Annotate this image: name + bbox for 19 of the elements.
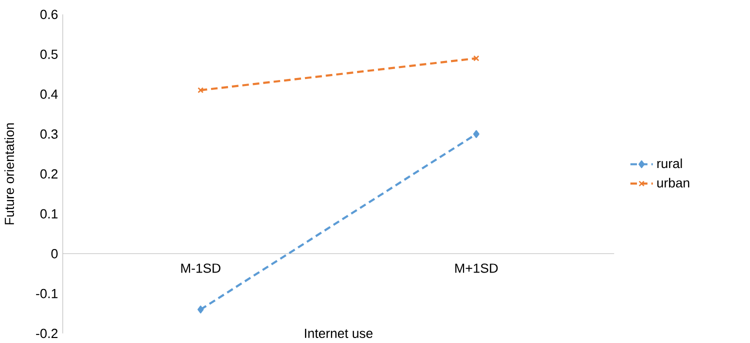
legend-label: urban (657, 178, 690, 188)
point (473, 56, 480, 62)
point (198, 87, 204, 94)
y-tick-label: 0.5 (40, 50, 58, 60)
y-tick-label: 0.2 (40, 169, 58, 179)
y-tick-label: 0.1 (40, 209, 58, 219)
point (197, 306, 204, 314)
x-tick-label: M-1SD (181, 264, 220, 274)
x-axis-title: Internet use (305, 329, 373, 338)
x-tick-label: M+1SD (455, 264, 498, 274)
y-tick-label: -0.2 (36, 328, 58, 338)
y-tick-label: 0.3 (40, 130, 58, 139)
y-axis-title: Future orientation (4, 124, 14, 224)
point (473, 130, 480, 138)
y-tick-label: 0.4 (40, 90, 58, 100)
y-tick-label: -0.1 (36, 289, 58, 298)
legend-label: rural (657, 158, 682, 168)
y-tick-label: 0.6 (40, 10, 58, 20)
y-tick-label: 0 (51, 249, 58, 259)
